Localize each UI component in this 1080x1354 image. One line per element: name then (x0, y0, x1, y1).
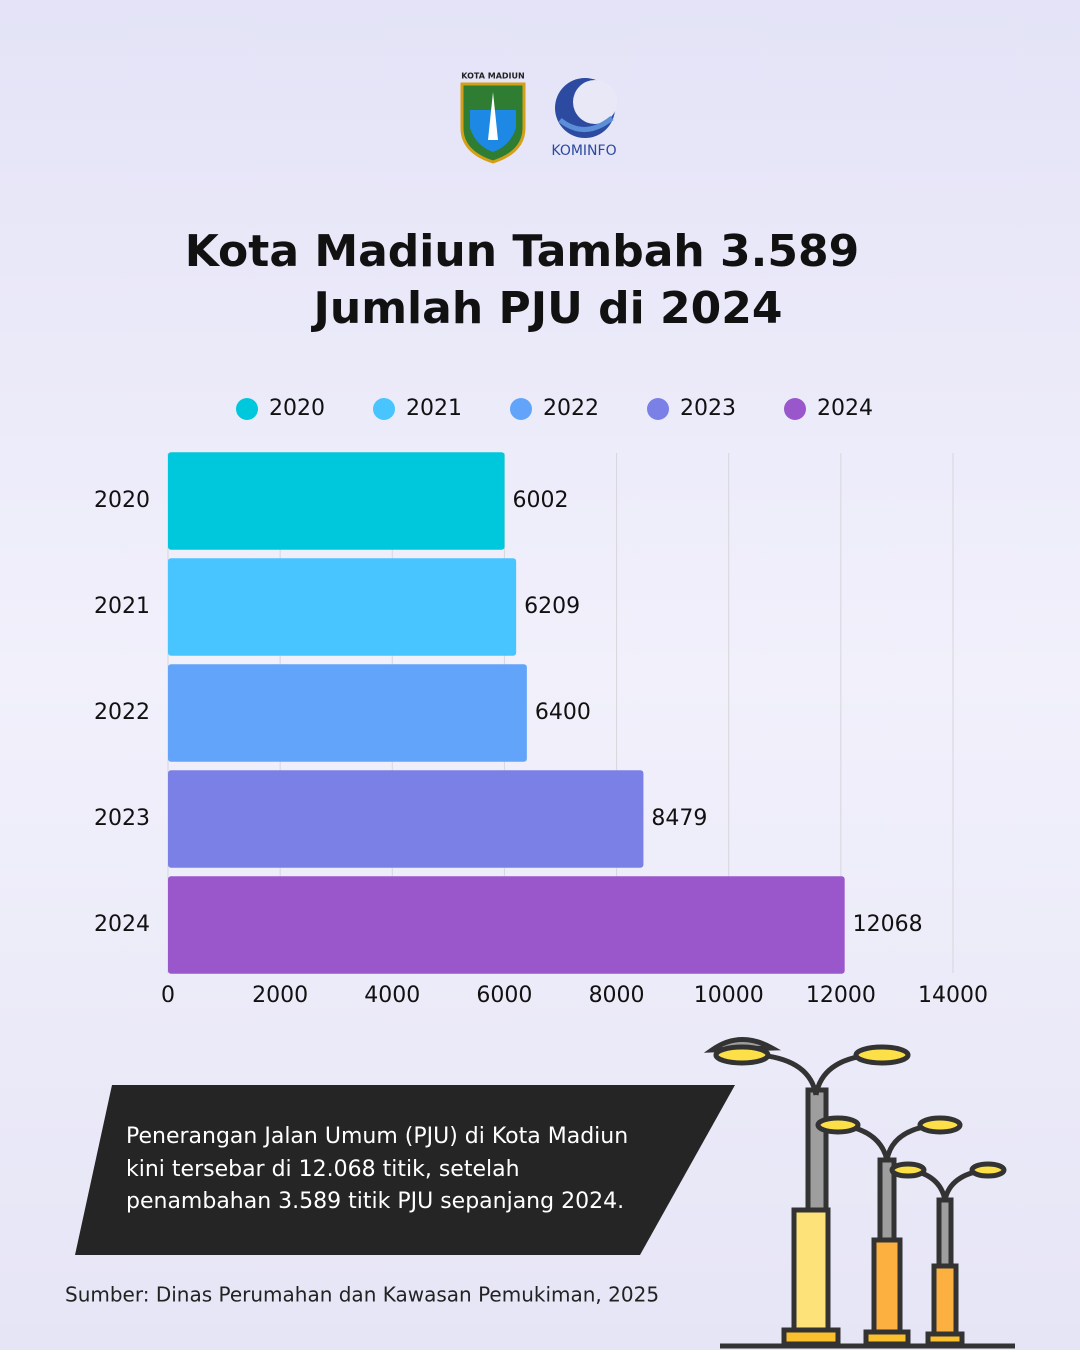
legend-label: 2021 (406, 396, 462, 421)
x-tick-label: 12000 (806, 983, 876, 1008)
y-tick-label: 2024 (94, 912, 150, 937)
legend-swatch (510, 398, 532, 420)
chart-title: Jumlah PJU di 2024 (311, 283, 783, 334)
bar (168, 770, 644, 868)
note-box (75, 1085, 735, 1255)
x-tick-label: 8000 (589, 983, 645, 1008)
chart-title: Kota Madiun Tambah 3.589 (185, 226, 860, 277)
y-tick-label: 2022 (94, 700, 150, 725)
logo-madiun (460, 82, 526, 164)
legend-label: 2024 (817, 396, 873, 421)
legend-label: 2022 (543, 396, 599, 421)
note-text: Penerangan Jalan Umum (PJU) di Kota Madi… (126, 1124, 628, 1149)
note-text: penambahan 3.589 titik PJU sepanjang 202… (126, 1189, 624, 1214)
legend-label: 2020 (269, 396, 325, 421)
legend-label: 2023 (680, 396, 736, 421)
street-lamps (703, 1037, 1015, 1349)
x-tick-label: 4000 (364, 983, 420, 1008)
legend-swatch (373, 398, 395, 420)
logo-label: KOMINFO (551, 143, 616, 159)
x-tick-label: 6000 (476, 983, 532, 1008)
value-label: 12068 (853, 912, 923, 937)
source: Sumber: Dinas Perumahan dan Kawasan Pemu… (65, 1283, 659, 1307)
value-label: 6400 (535, 700, 591, 725)
legend-swatch (647, 398, 669, 420)
bar (168, 452, 505, 550)
value-label: 6002 (513, 488, 569, 513)
x-tick-label: 14000 (918, 983, 988, 1008)
bar (168, 876, 845, 974)
logo-kominfo (555, 78, 617, 138)
bar (168, 558, 517, 656)
value-label: 6209 (524, 594, 580, 619)
x-tick-label: 0 (161, 983, 175, 1008)
bar (168, 664, 527, 762)
x-tick-label: 2000 (252, 983, 308, 1008)
legend-swatch (236, 398, 258, 420)
value-label: 8479 (651, 806, 707, 831)
y-tick-label: 2023 (94, 806, 150, 831)
x-tick-label: 10000 (694, 983, 764, 1008)
legend-swatch (784, 398, 806, 420)
plot: 0 2000 4000 6000 8000 10000 12000 14000 2020 6002… (94, 396, 988, 1008)
logo-label: KOTA MADIUN (461, 72, 524, 81)
y-tick-label: 2021 (94, 594, 150, 619)
y-tick-label: 2020 (94, 488, 150, 513)
note-text: kini tersebar di 12.068 titik, setelah (126, 1157, 520, 1182)
